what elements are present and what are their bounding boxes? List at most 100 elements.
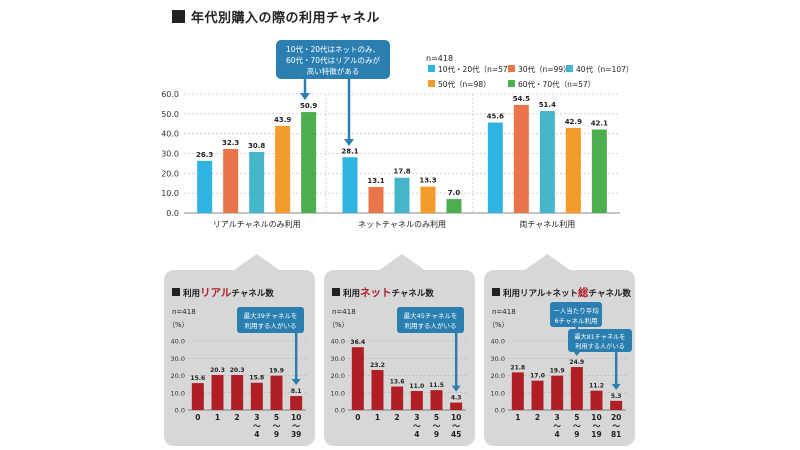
panel-note-line: 一人当たり平均 bbox=[553, 306, 599, 315]
panel-bar-value-label: 19.9 bbox=[550, 368, 565, 375]
panel-bar-value-label: 15.8 bbox=[249, 375, 264, 382]
main-y-tick-label: 30.0 bbox=[161, 150, 179, 159]
panel-bar-value-label: 11.0 bbox=[409, 383, 424, 390]
main-y-tick-label: 10.0 bbox=[161, 189, 179, 198]
panel-title-part: チャネル数 bbox=[392, 288, 435, 299]
panel-title-part: チャネル数 bbox=[589, 288, 632, 299]
panel-x-category-label: 4 bbox=[414, 430, 419, 439]
panel-unit-label: （%） bbox=[488, 321, 509, 329]
panel-x-category-label: 45 bbox=[451, 430, 461, 439]
panel-x-category-label: 10 bbox=[291, 413, 301, 422]
panel-title-part: 利用 bbox=[342, 288, 360, 299]
panel-y-tick-label: 30.0 bbox=[331, 355, 345, 363]
panel-x-category-label: 10 bbox=[451, 413, 461, 422]
panel-x-category-label: 0 bbox=[195, 413, 200, 422]
panel-x-category-label: 〜 bbox=[433, 422, 441, 431]
panel-x-category-label: 〜 bbox=[413, 422, 421, 431]
main-bar bbox=[513, 104, 529, 213]
panel-title-part: ネット bbox=[360, 287, 392, 299]
panel-x-category-label: 5 bbox=[434, 413, 439, 422]
main-legend-label: 40代（n=107） bbox=[576, 64, 633, 74]
panel-note2-arrow-head bbox=[611, 383, 621, 390]
panel-bar bbox=[570, 367, 583, 410]
panel-bar bbox=[231, 374, 244, 410]
main-legend-swatch bbox=[508, 65, 515, 72]
panel-bar-value-label: 13.6 bbox=[390, 379, 405, 386]
panel-bar-value-label: 11.2 bbox=[589, 383, 604, 390]
panel-x-category-label: 〜 bbox=[452, 422, 460, 431]
panel-bar bbox=[450, 402, 463, 410]
main-x-category-label: ネットチャネルのみ利用 bbox=[358, 219, 446, 229]
main-bar bbox=[197, 160, 213, 213]
panel-bar bbox=[610, 400, 623, 410]
panel-x-category-label: 5 bbox=[574, 413, 579, 422]
panel-x-category-label: 19 bbox=[591, 430, 601, 439]
panel-note-line: 最大39チャネルを bbox=[244, 311, 298, 320]
main-bar-value-label: 42.1 bbox=[591, 120, 608, 128]
panel-connector-1 bbox=[378, 254, 426, 271]
panel-x-category-label: 〜 bbox=[253, 422, 261, 431]
panel-y-tick-label: 20.0 bbox=[331, 372, 345, 380]
main-legend-swatch bbox=[428, 65, 435, 72]
panel-x-category-label: 1 bbox=[515, 413, 520, 422]
panel-title: 利用リアル+ネット総チャネル数 bbox=[502, 286, 631, 299]
panel-x-category-label: 81 bbox=[611, 430, 621, 439]
panel-x-category-label: 0 bbox=[355, 413, 360, 422]
panel-bar bbox=[270, 375, 283, 410]
panel-x-category-label: 〜 bbox=[573, 422, 581, 431]
main-bar bbox=[446, 199, 462, 213]
panel-x-category-label: 3 bbox=[555, 413, 560, 422]
panel-bar-value-label: 36.4 bbox=[350, 339, 365, 346]
panel-bar-value-label: 20.3 bbox=[230, 367, 245, 374]
panel-x-category-label: 〜 bbox=[593, 422, 601, 431]
panel-x-category-label: 4 bbox=[254, 430, 259, 439]
panel-bar bbox=[391, 386, 404, 410]
panel-x-category-label: 9 bbox=[274, 430, 279, 439]
panel-x-category-label: 〜 bbox=[273, 422, 281, 431]
panel-bar bbox=[290, 396, 303, 410]
panel-y-tick-label: 10.0 bbox=[491, 389, 505, 397]
panel-note-arrow-head bbox=[291, 379, 301, 386]
panel-2: 利用リアル+ネット総チャネル数 n=418 （%） 0.0 10.0 20.0 30.0 40… bbox=[484, 270, 635, 446]
main-bar bbox=[223, 148, 239, 213]
panel-note2-box bbox=[568, 329, 632, 352]
panel-x-category-label: 2 bbox=[535, 413, 540, 422]
panel-y-tick-label: 30.0 bbox=[171, 355, 185, 363]
main-legend-label: 50代（n=98） bbox=[438, 79, 491, 89]
panel-y-tick-label: 0.0 bbox=[335, 407, 345, 415]
panel-x-category-label: 1 bbox=[215, 413, 220, 422]
panel-note-box bbox=[397, 307, 464, 333]
main-bar bbox=[342, 157, 358, 213]
main-bar bbox=[420, 186, 436, 213]
panel-bar bbox=[430, 390, 443, 410]
page-title-row: 年代別購入の際の利用チャネル bbox=[172, 7, 380, 26]
title-square-icon bbox=[172, 10, 185, 23]
panel-y-tick-label: 30.0 bbox=[491, 355, 505, 363]
panel-note-line: 最大45チャネルを bbox=[404, 311, 458, 320]
panel-bar-value-label: 17.0 bbox=[530, 373, 545, 380]
panel-y-tick-label: 20.0 bbox=[491, 372, 505, 380]
panel-y-tick-label: 40.0 bbox=[171, 338, 185, 346]
main-note-line: 高い特徴がある bbox=[307, 66, 360, 76]
panel-x-category-label: 〜 bbox=[553, 422, 561, 431]
panel-bar-value-label: 4.3 bbox=[451, 395, 462, 402]
main-n-label: n=418 bbox=[426, 54, 453, 63]
panel-unit-label: （%） bbox=[168, 321, 189, 329]
page-title: 年代別購入の際の利用チャネル bbox=[191, 11, 380, 26]
panel-y-tick-label: 20.0 bbox=[171, 372, 185, 380]
panel-x-category-label: 20 bbox=[611, 413, 621, 422]
panel-note2-line: 利用する人がいる bbox=[575, 343, 625, 351]
main-bar bbox=[394, 177, 410, 213]
panel-x-category-label: 5 bbox=[274, 413, 279, 422]
main-note-box bbox=[276, 40, 390, 79]
main-bar-value-label: 32.3 bbox=[222, 139, 239, 147]
panel-bar bbox=[351, 347, 364, 410]
panel-bar-value-label: 11.5 bbox=[429, 382, 444, 389]
panel-y-tick-label: 0.0 bbox=[175, 407, 185, 415]
main-bar-value-label: 51.4 bbox=[539, 101, 556, 109]
main-y-tick-label: 20.0 bbox=[161, 169, 179, 178]
panel-y-tick-label: 40.0 bbox=[331, 338, 345, 346]
panel-x-category-label: 〜 bbox=[612, 422, 620, 431]
panel-note-box bbox=[237, 307, 304, 333]
